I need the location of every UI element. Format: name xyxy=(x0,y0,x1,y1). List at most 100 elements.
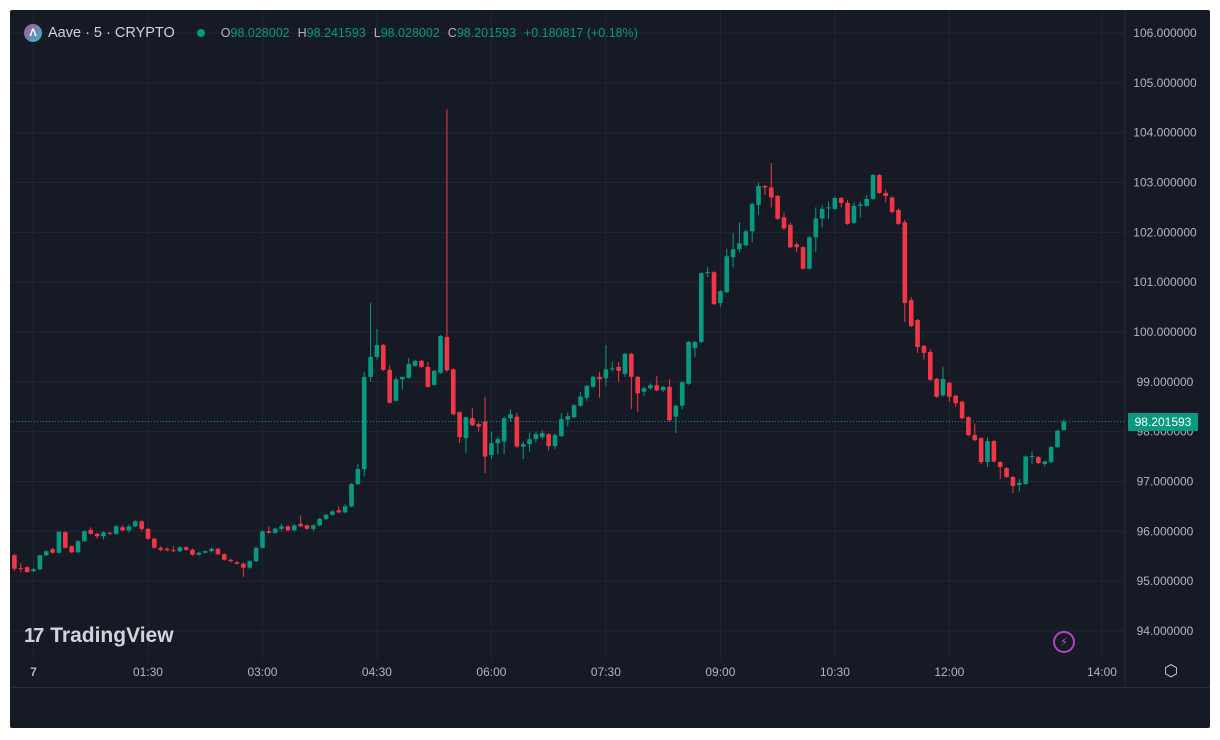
candle-body xyxy=(1004,468,1009,477)
candle-body xyxy=(673,405,679,417)
candle-down xyxy=(908,297,914,327)
candle-up xyxy=(400,376,405,390)
candle-down xyxy=(158,546,163,552)
candle-down xyxy=(991,440,997,463)
candle-up xyxy=(660,385,666,392)
candle-up xyxy=(559,413,564,438)
time-tick-label: 01:30 xyxy=(133,665,163,679)
price-tick-label: 99.000000 xyxy=(1137,375,1194,389)
market-status-dot-icon[interactable] xyxy=(196,29,205,37)
candle-body xyxy=(877,175,882,193)
candle-up xyxy=(323,513,329,520)
candle-body xyxy=(63,532,68,548)
candle-up xyxy=(56,531,62,554)
candle-body xyxy=(997,462,1003,468)
candle-down xyxy=(896,208,901,225)
candle-up xyxy=(361,371,367,477)
candle-body xyxy=(679,382,685,406)
candle-body xyxy=(915,320,920,347)
candle-up xyxy=(406,357,412,379)
candle-down xyxy=(921,344,927,360)
candle-body xyxy=(1055,430,1060,448)
settings-hexagon-icon[interactable]: ⬡ xyxy=(1164,663,1178,680)
candle-body xyxy=(883,192,889,196)
candle-body xyxy=(69,546,74,553)
candle-body xyxy=(953,395,958,404)
candle-up xyxy=(692,340,698,357)
candle-body xyxy=(959,401,965,419)
candle-down xyxy=(654,375,660,392)
candle-down xyxy=(711,271,717,306)
candle-up xyxy=(495,436,501,455)
candle-body xyxy=(807,237,812,269)
candle-down xyxy=(1004,467,1009,478)
candle-body xyxy=(813,218,819,238)
candle-body xyxy=(355,469,361,484)
candle-down xyxy=(959,400,965,420)
price-tick-label: 100.000000 xyxy=(1133,325,1197,339)
candle-down xyxy=(476,422,481,432)
candle-body xyxy=(947,382,952,397)
candle-body xyxy=(667,386,672,421)
candle-body xyxy=(139,521,144,529)
candle-up xyxy=(858,201,863,218)
time-axis-divider xyxy=(10,687,1210,688)
low-value: 98.028002 xyxy=(380,26,440,40)
candle-up xyxy=(272,527,278,534)
candle-body xyxy=(431,370,437,385)
candle-up xyxy=(724,248,730,294)
price-tick-label: 96.000000 xyxy=(1137,524,1194,538)
lightning-icon[interactable]: ⚡ xyxy=(1053,631,1075,653)
candle-body xyxy=(450,369,456,415)
chart-panel[interactable]: 106.000000 105.000000 104.000000 103.000000… xyxy=(10,10,1210,728)
candle-up xyxy=(82,530,87,543)
candle-body xyxy=(622,353,628,374)
candle-up xyxy=(940,366,946,397)
candle-body xyxy=(1029,456,1035,458)
candle-body xyxy=(794,244,799,248)
candle-body xyxy=(838,197,844,203)
candle-down xyxy=(927,349,933,381)
candle-down xyxy=(450,368,456,416)
candlestick-chart[interactable]: 106.000000 105.000000 104.000000 103.000000… xyxy=(10,10,1210,728)
symbol-title[interactable]: Aave · 5 · CRYPTO xyxy=(48,25,175,41)
candle-down xyxy=(972,423,978,442)
tradingview-logo[interactable]: 17 TradingView xyxy=(24,624,174,648)
candle-body xyxy=(298,523,303,527)
candle-up xyxy=(540,430,545,440)
candle-body xyxy=(584,385,590,398)
candle-up xyxy=(686,340,691,385)
candle-up xyxy=(101,531,106,540)
candle-up xyxy=(807,236,812,270)
candle-body xyxy=(495,439,501,444)
candle-down xyxy=(762,184,768,195)
price-tick-label: 102.000000 xyxy=(1133,225,1197,239)
candle-body xyxy=(330,511,335,515)
candle-up xyxy=(699,272,704,343)
candle-up xyxy=(75,540,81,554)
candle-body xyxy=(552,435,558,447)
candle-up xyxy=(253,546,259,563)
aave-logo-icon[interactable]: Λ xyxy=(24,24,42,42)
candle-body xyxy=(527,439,532,445)
candle-body xyxy=(578,396,583,406)
candle-up xyxy=(508,409,513,422)
candle-up xyxy=(247,560,253,569)
candle-body xyxy=(1048,447,1054,463)
candle-body xyxy=(266,531,272,533)
candle-body xyxy=(361,376,367,470)
candle-body xyxy=(972,435,978,441)
candle-body xyxy=(349,483,354,507)
candle-down xyxy=(94,532,100,539)
candle-body xyxy=(18,568,24,570)
candle-body xyxy=(209,548,214,552)
candle-body xyxy=(107,532,113,534)
grid-lines xyxy=(10,10,1125,660)
candle-up xyxy=(527,432,532,452)
candle-body xyxy=(1010,476,1016,486)
candle-body xyxy=(501,418,507,442)
candle-down xyxy=(978,437,984,465)
candle-body xyxy=(756,185,761,205)
candle-down xyxy=(387,365,392,404)
candle-up xyxy=(985,437,990,468)
